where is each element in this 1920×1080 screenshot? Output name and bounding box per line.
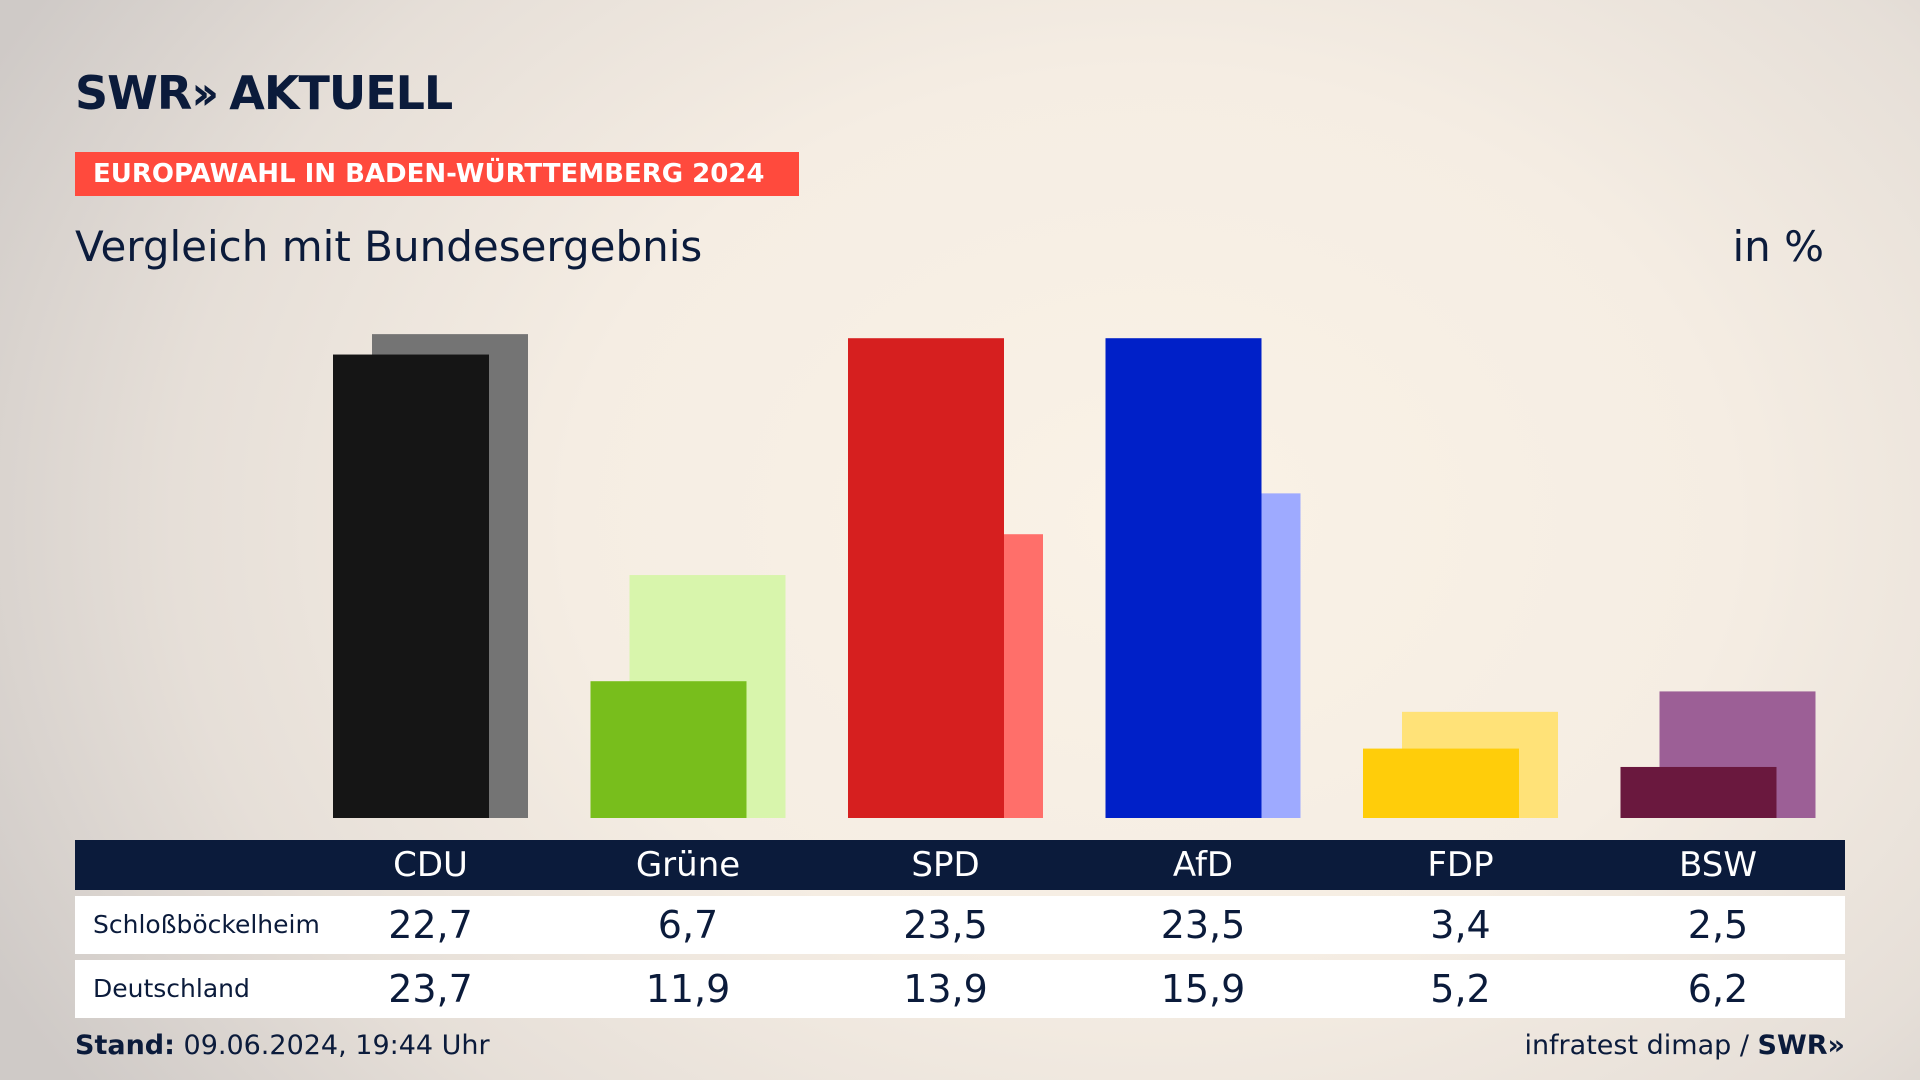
value-national-cdu: 23,7 <box>388 967 473 1011</box>
chart-title: Vergleich mit Bundesergebnis <box>75 222 703 271</box>
value-national-fdp: 5,2 <box>1430 967 1491 1011</box>
column-header-afd: AfD <box>1172 845 1234 885</box>
value-local-cdu: 22,7 <box>388 903 473 947</box>
value-local-bsw: 2,5 <box>1687 903 1749 947</box>
logo-suffix: AKTUELL <box>229 66 453 120</box>
column-header-cdu: CDU <box>393 845 468 885</box>
table-header: CDU Grüne SPD AfD FDP BSW <box>75 840 1845 890</box>
row-label-local: Schloßböckelheim <box>93 910 320 939</box>
value-national-afd: 15,9 <box>1160 967 1246 1011</box>
value-national-grüne: 11,9 <box>645 967 731 1011</box>
source-separator: / <box>1731 1030 1758 1061</box>
column-header-grüne: Grüne <box>635 845 741 885</box>
source-credit: infratest dimap / SWR» <box>1524 1030 1845 1061</box>
swr-aktuell-logo: SWR›› AKTUELL <box>75 66 453 120</box>
results-table: CDU Grüne SPD AfD FDP BSW Schloßböckelheim 22… <box>75 840 1845 1018</box>
stand-label: Stand: <box>75 1030 175 1061</box>
value-local-fdp: 3,4 <box>1430 903 1491 947</box>
timestamp: Stand: 09.06.2024, 19:44 Uhr <box>75 1030 490 1061</box>
column-header-bsw: BSW <box>1679 845 1757 885</box>
column-header-fdp: FDP <box>1427 845 1494 885</box>
unit-label: in % <box>1732 222 1824 271</box>
value-local-spd: 23,5 <box>903 903 988 947</box>
election-banner: EUROPAWAHL IN BADEN-WÜRTTEMBERG 2024 <box>75 152 799 196</box>
bar-chart <box>333 334 1816 818</box>
banner-text: EUROPAWAHL IN BADEN-WÜRTTEMBERG 2024 <box>93 159 765 189</box>
bar-local-afd <box>1105 338 1262 818</box>
value-local-grüne: 6,7 <box>657 903 719 947</box>
row-label-national: Deutschland <box>93 974 250 1003</box>
value-national-bsw: 6,2 <box>1687 967 1749 1011</box>
table-row-national: Deutschland 23,7 11,9 13,9 15,9 5,2 6,2 <box>75 960 1845 1018</box>
stand-value: 09.06.2024, 19:44 Uhr <box>183 1030 490 1061</box>
table-row-local: Schloßböckelheim 22,7 6,7 23,5 23,5 3,4 2,5 <box>75 896 1845 954</box>
logo-text: SWR <box>75 66 192 120</box>
value-national-spd: 13,9 <box>903 967 988 1011</box>
bar-local-bsw <box>1620 766 1777 818</box>
value-local-afd: 23,5 <box>1160 903 1246 947</box>
column-header-spd: SPD <box>911 845 980 885</box>
bar-local-grüne <box>590 681 747 818</box>
bar-local-fdp <box>1363 748 1519 818</box>
source-text: infratest dimap <box>1524 1030 1732 1061</box>
source-brand: SWR» <box>1757 1030 1845 1061</box>
bar-local-spd <box>848 338 1004 818</box>
bar-local-cdu <box>333 354 489 818</box>
